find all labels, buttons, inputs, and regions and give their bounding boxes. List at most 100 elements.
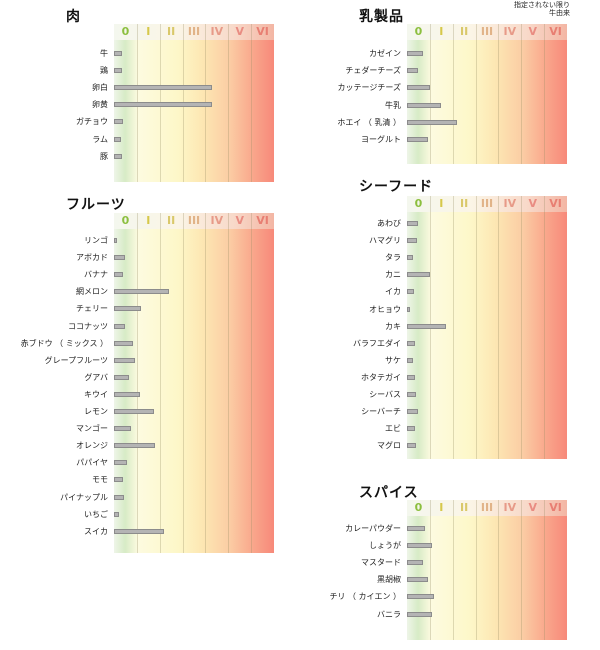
bar [407, 443, 417, 449]
grid-line [521, 24, 523, 164]
tick-label: VI [549, 197, 562, 210]
grid-line [452, 24, 454, 164]
bar [114, 357, 135, 363]
category-label: グアバ [84, 372, 108, 382]
grid-line [498, 24, 500, 164]
tick-label: II [460, 197, 469, 210]
bar [407, 323, 446, 329]
bar [114, 119, 124, 125]
category-label: いちご [84, 509, 108, 519]
category-label: 網メロン [76, 287, 108, 297]
category-label: あわび [377, 219, 401, 228]
chart-title: スパイス [359, 485, 419, 501]
bar [407, 306, 411, 312]
severity-header [407, 24, 567, 40]
category-label: 卵黄 [92, 100, 108, 110]
tick-label: II [460, 25, 469, 38]
tick-label: I [146, 214, 151, 227]
category-label: カゼイン [369, 49, 401, 58]
bar [407, 137, 428, 142]
category-label: パイナップル [60, 492, 108, 502]
tick-label: III [480, 197, 494, 210]
bar [114, 460, 127, 466]
grid-line [475, 500, 477, 640]
category-label: マスタード [361, 558, 401, 568]
units-note: 指定されない限り 牛由来 [514, 1, 570, 17]
category-label: レモン [84, 407, 108, 416]
category-label: スイカ [84, 526, 108, 536]
bar [114, 306, 142, 312]
bar [407, 238, 418, 244]
bar [407, 526, 426, 531]
category-label: リンゴ [84, 236, 108, 245]
chart-title: シーフード [359, 179, 434, 195]
grid-line [251, 24, 253, 182]
bar [407, 374, 415, 380]
bar [407, 119, 458, 125]
severity-header [407, 196, 567, 212]
category-label: バラフエダイ [353, 338, 401, 348]
category-label: チリ （ カイエン ） [329, 592, 401, 602]
category-label: ホタテガイ [361, 372, 401, 382]
bar [114, 391, 141, 397]
severity-gradient [407, 24, 567, 164]
category-label: チェリー [76, 304, 108, 314]
bar [114, 272, 124, 278]
bar [114, 528, 165, 534]
tick-label: IV [503, 197, 517, 210]
grid-line [475, 24, 477, 164]
category-label: ガチョウ [76, 117, 108, 127]
bar [407, 426, 415, 432]
bar [407, 272, 430, 278]
chart-title: 肉 [66, 9, 81, 25]
grid-line [159, 213, 161, 553]
category-label: モモ [92, 475, 108, 485]
category-label: キウイ [84, 389, 108, 399]
bar [407, 255, 413, 261]
bar [407, 68, 419, 74]
severity-gradient [407, 500, 567, 640]
category-label: しょうが [369, 541, 401, 551]
severity-header [114, 213, 274, 229]
bar [114, 340, 134, 346]
grid-line [429, 500, 431, 640]
grid-line [429, 24, 431, 164]
bar [407, 611, 433, 617]
tick-label: I [439, 501, 444, 514]
category-label: 豚 [100, 151, 108, 161]
bar [114, 68, 122, 74]
tick-label: 0 [414, 25, 423, 38]
bar [407, 560, 423, 566]
grid-line [544, 500, 546, 640]
grid-line [205, 213, 207, 553]
bar [114, 477, 124, 483]
bar [407, 409, 419, 415]
bar [407, 221, 419, 226]
category-label: シーバス [369, 390, 401, 399]
tick-label: VI [549, 501, 562, 514]
chart-title: 乳製品 [359, 9, 404, 25]
severity-header [114, 24, 274, 40]
tick-label: I [146, 25, 151, 38]
category-label: 鶏 [100, 66, 108, 76]
bar [114, 289, 169, 295]
category-label: ホエイ （ 乳清 ） [337, 117, 401, 127]
grid-line [182, 213, 184, 553]
category-label: 卵白 [92, 83, 108, 93]
bar [114, 153, 122, 159]
bar [114, 51, 122, 56]
category-label: カッテージチーズ [337, 83, 401, 93]
grid-line [475, 196, 477, 459]
bar [114, 494, 125, 500]
bar [407, 543, 433, 549]
category-label: 黒胡椒 [377, 575, 401, 585]
bar [407, 85, 430, 91]
tick-label: VI [256, 214, 269, 227]
category-label: イカ [385, 287, 401, 297]
tick-label: III [480, 501, 494, 514]
bar [407, 357, 413, 363]
tick-label: IV [210, 25, 224, 38]
category-label: 牛 [100, 49, 108, 58]
bar [114, 443, 156, 449]
grid-line [251, 213, 253, 553]
